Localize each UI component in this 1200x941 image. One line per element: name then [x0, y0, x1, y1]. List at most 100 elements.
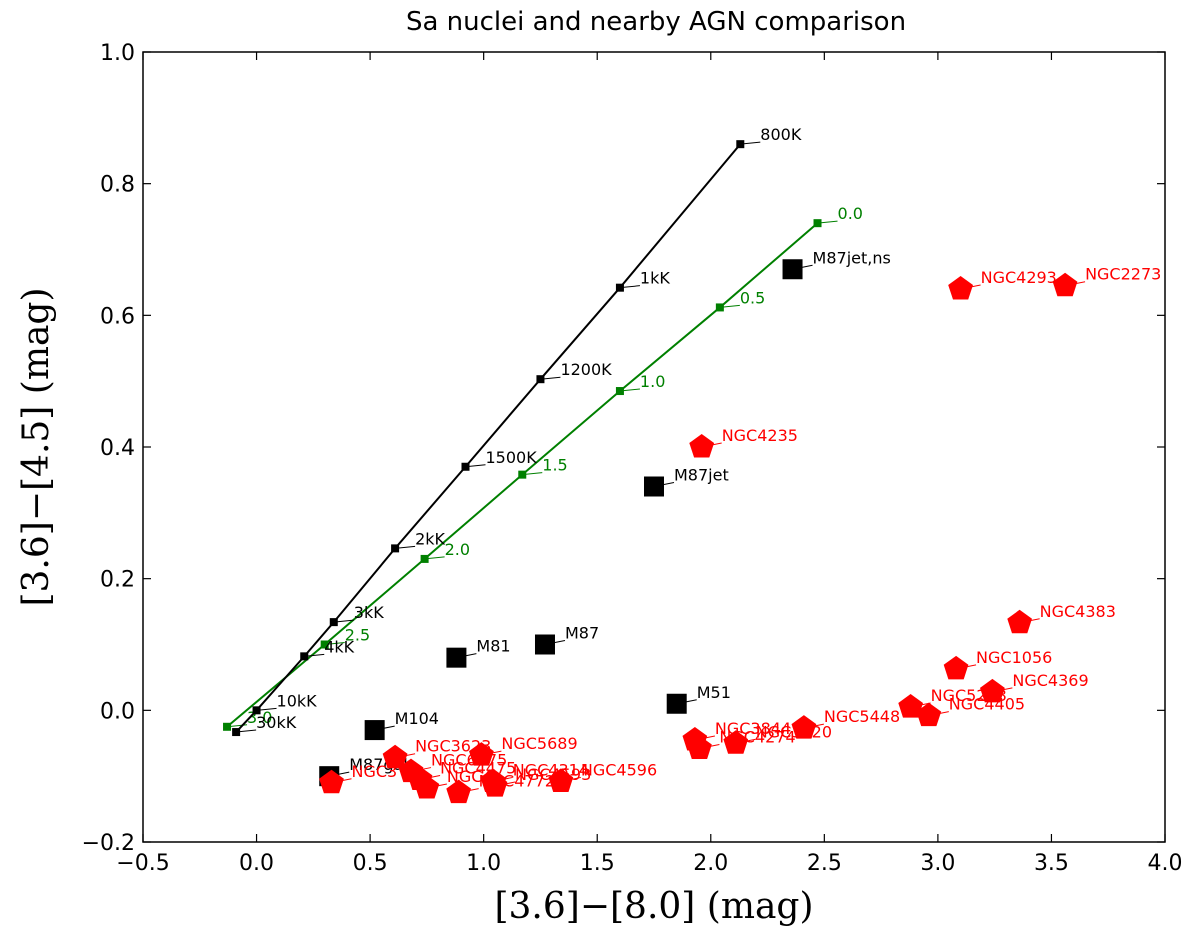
y-axis: −0.2 0.0 0.2 0.4 0.6 0.8 1.0	[82, 41, 1165, 856]
sa-nucleus-marker	[943, 655, 969, 680]
sa-nucleus-leader	[481, 750, 502, 756]
agn-leader	[792, 264, 813, 270]
sa-nucleus-leader	[955, 664, 977, 670]
blackbody-track-leader	[465, 464, 486, 468]
sa-nucleus-leader	[803, 723, 824, 729]
agn-label: M51	[697, 683, 731, 702]
sa-nucleus-leader	[1064, 281, 1086, 287]
powerlaw-track-leader	[719, 304, 740, 308]
sa-nucleus-label: NGC6675	[431, 751, 507, 770]
agn-label: M104	[395, 709, 439, 728]
blackbody-track-label: 4kK	[324, 637, 354, 656]
y-tick-label: 1.0	[100, 41, 135, 66]
sa-nucleus-leader	[458, 788, 479, 794]
y-tick-label: 0.8	[100, 173, 135, 198]
agn-leader	[456, 653, 477, 659]
sa-nucleus-label: NGC3844	[715, 719, 791, 738]
x-tick-label: 1.5	[580, 851, 615, 876]
sa-nucleus-marker	[723, 730, 749, 754]
sa-nucleus-label: NGC5689	[501, 734, 577, 753]
x-axis-label: [3.6]−[8.0] (mag)	[494, 886, 813, 927]
powerlaw-track-leader	[619, 388, 640, 392]
agn-leader	[374, 725, 395, 731]
sa-nucleus-label: NGC2273	[1085, 265, 1161, 284]
powerlaw-track-leader	[424, 556, 445, 560]
sa-nucleus-leader	[1019, 618, 1040, 624]
x-axis: −0.5 0.0 0.5 1.0 1.5 2.0 2.5 3.0 3.5 4.0	[116, 52, 1183, 876]
sa-nucleus-marker	[687, 735, 712, 759]
sa-nucleus-label: NGC3620	[756, 722, 832, 741]
agn-label: M87	[565, 624, 599, 643]
sa-nucleus-leader	[331, 778, 352, 784]
blackbody-track-label: 800K	[760, 125, 802, 144]
y-tick-label: 0.4	[100, 436, 135, 461]
x-tick-label: 3.0	[920, 851, 955, 876]
chart-title: Sa nuclei and nearby AGN comparison	[406, 7, 906, 37]
blackbody-track-label: 1500K	[485, 448, 537, 467]
sa-nucleus-marker	[414, 775, 440, 799]
x-tick-label: 1.0	[466, 851, 501, 876]
agn-label: M81	[476, 637, 510, 656]
powerlaw-track-label: 1.0	[640, 372, 665, 391]
sa-nucleus-marker	[382, 744, 408, 769]
sa-nucleus-leader	[992, 687, 1013, 693]
blackbody-track-label: 1kK	[640, 269, 670, 288]
sa-nucleus-label: NGC4235	[722, 426, 798, 445]
sa-nucleus-label: NGC4369	[1012, 671, 1088, 690]
sa-nucleus-label: NGC5273	[931, 686, 1007, 705]
sa-nucleus-marker	[948, 276, 973, 300]
powerlaw-track-label: 0.0	[838, 204, 863, 223]
x-tick-label: 0.5	[353, 851, 388, 876]
sa-nucleus-marker	[319, 769, 344, 794]
blackbody-track-leader	[333, 619, 354, 623]
x-tick-label: 2.0	[693, 851, 728, 876]
y-axis-label: [3.6]−[4.5] (mag)	[16, 287, 57, 606]
sa-nucleus-leader	[960, 284, 981, 290]
blackbody-track-label: 30kK	[256, 713, 297, 732]
sa-nucleus-leader	[560, 776, 581, 782]
sa-nucleus-marker	[548, 768, 574, 792]
sa-nucleus-leader	[701, 442, 722, 448]
sa-nucleus-label: NGC4314	[513, 760, 589, 779]
blackbody-track-leader	[619, 285, 640, 289]
sa-nucleus-label: NGC4596	[581, 760, 657, 779]
sa-nucleus-marker	[1052, 272, 1078, 297]
agn-leader	[544, 640, 566, 645]
y-tick-label: 0.0	[100, 699, 135, 724]
x-tick-label: 2.5	[807, 851, 842, 876]
blackbody-track-label: 10kK	[277, 691, 318, 710]
blackbody-track-leader	[256, 707, 277, 711]
agn-label: M87jet,ns	[813, 248, 891, 267]
agn-leader	[676, 699, 697, 705]
x-tick-label: 3.5	[1034, 851, 1069, 876]
sa-nucleus-marker	[446, 779, 471, 804]
sa-nucleus-leader	[735, 738, 756, 744]
x-tick-label: 0.0	[239, 851, 274, 876]
sa-nucleus-marker	[980, 678, 1005, 703]
sa-nucleus-leader	[494, 781, 516, 787]
sa-nucleus-leader	[699, 744, 720, 750]
agn-label: M87jet	[674, 466, 729, 485]
sa-nucleus-marker	[791, 715, 817, 739]
blackbody-track-label: 2kK	[415, 529, 445, 548]
sa-nucleus-leader	[928, 711, 949, 717]
powerlaw-track-leader	[522, 472, 543, 476]
x-tick-label: −0.5	[116, 851, 169, 876]
plot-frame	[142, 51, 1166, 843]
sa-nucleus-label: NGC4593	[515, 765, 591, 784]
agn-leader	[653, 482, 675, 487]
blackbody-track-label: 3kK	[354, 603, 384, 622]
x-tick-label: 4.0	[1148, 851, 1183, 876]
sa-nucleus-label: NGC5448	[824, 707, 900, 726]
sa-nucleus-leader	[394, 753, 416, 759]
powerlaw-track-label: 2.0	[445, 540, 470, 559]
blackbody-track-label: 1200K	[560, 360, 612, 379]
sa-nucleus-label: NGC4405	[949, 695, 1025, 714]
sa-nucleus-marker	[469, 742, 494, 766]
blackbody-track-leader	[740, 141, 761, 145]
blackbody-track-leader	[395, 545, 416, 549]
sa-nucleus-marker	[689, 434, 715, 458]
plot-area: 3.02.52.01.51.00.50.030kK10kK4kK3kK2kK15…	[223, 125, 1161, 804]
sa-nucleus-label: NGC4274	[719, 728, 795, 747]
sa-nucleus-marker	[1007, 609, 1032, 634]
